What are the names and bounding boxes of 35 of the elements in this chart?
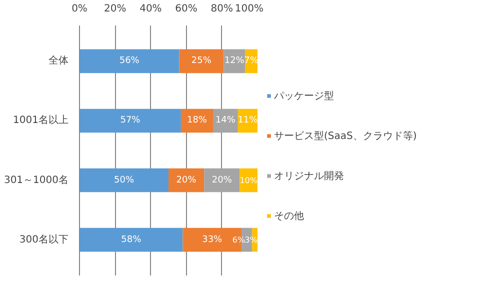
data-label: 12%	[224, 56, 245, 66]
bar	[179, 49, 224, 74]
data-label: 18%	[186, 116, 208, 126]
legend-label: オリジナル開発	[274, 170, 344, 182]
x-tick-label: 80%	[210, 4, 234, 14]
data-label: 57%	[120, 116, 141, 126]
data-label: 14%	[215, 116, 236, 126]
legend-label: その他	[274, 210, 304, 222]
data-label: 20%	[212, 175, 232, 186]
data-label: 25%	[191, 56, 212, 66]
legend-label: パッケージ型	[274, 90, 334, 102]
x-tick-label: 100%	[234, 4, 264, 14]
data-label: 50%	[114, 175, 134, 186]
data-label: 33%	[202, 234, 223, 245]
x-tick-label: 0%	[72, 4, 88, 14]
x-tick-label: 20%	[104, 4, 126, 14]
y-tick-label: 300名以下	[19, 233, 69, 246]
x-tick-label: 40%	[140, 4, 162, 14]
y-tick-label: 1001名以上	[13, 114, 69, 126]
bar	[204, 168, 240, 192]
bar	[80, 228, 183, 252]
data-label: 58%	[121, 234, 142, 245]
bar	[180, 108, 213, 133]
y-tick-label: 301～1000名	[4, 174, 69, 186]
data-label: 20%	[176, 175, 197, 186]
x-tick-label: 60%	[175, 4, 198, 14]
bar	[168, 168, 204, 192]
bar	[80, 49, 180, 74]
data-label: 56%	[119, 56, 140, 66]
data-label: 10%	[240, 176, 258, 185]
bar	[80, 108, 181, 133]
legend-label: サービス型(SaaS、クラウド等)	[274, 130, 417, 142]
data-label: 11%	[238, 116, 258, 126]
y-tick-label: 全体	[48, 54, 68, 67]
bar	[80, 168, 168, 192]
